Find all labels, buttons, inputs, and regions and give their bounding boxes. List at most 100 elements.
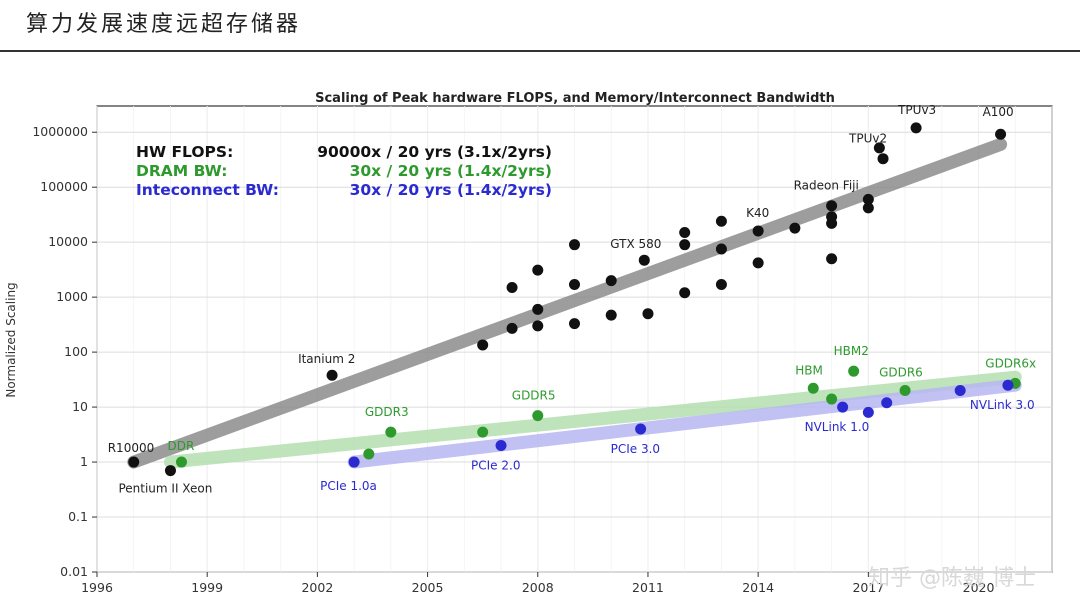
x-tick-label: 1996 [81,580,113,595]
scaling-chart: R10000 Pentium II Xeon Itanium 2 GTX 580 K40… [4,91,1053,595]
axes: 1996 1999 2002 2005 2008 2011 2014 2017 2020 0.01… [32,124,994,595]
flops-point [826,200,838,212]
flops-point [532,303,544,315]
interconnect-bw-point [954,385,966,397]
legend-value: 30x / 20 yrs (1.4x/2yrs) [350,181,552,199]
flops-point [873,142,885,154]
point-label: NVLink 3.0 [970,398,1035,412]
heading-divider [0,50,1080,52]
point-label: PCIe 3.0 [611,442,660,456]
flops-point [826,217,838,229]
point-label: R10000 [108,441,155,455]
x-tick-label: 2005 [412,580,444,595]
y-tick-label: 100 [64,344,88,359]
x-tick-label: 2014 [742,580,774,595]
legend-label: HW FLOPS: [136,143,233,161]
flops-point [862,202,874,214]
dram-bw-point [848,365,860,377]
x-tick-label: 1999 [191,580,223,595]
flops-point [715,278,727,290]
interconnect-bw-point [1002,379,1014,391]
dram-bw-point [899,385,911,397]
y-tick-label: 0.1 [68,509,88,524]
trend-line [347,378,1022,469]
flops-point [679,287,691,299]
point-label: PCIe 2.0 [471,459,520,473]
interconnect-bw-point [837,401,849,413]
interconnect-bw-point [495,440,507,452]
flops-point [877,153,889,165]
flops-point [569,318,580,330]
point-label: Pentium II Xeon [118,482,212,496]
point-label: HBM2 [834,344,869,358]
flops-point [638,254,650,266]
flops-point [826,253,838,265]
point-label: GDDR6x [985,356,1036,370]
legend-value: 30x / 20 yrs (1.4x/2yrs) [350,162,552,180]
point-label: K40 [746,206,769,220]
interconnect-bw-point [348,456,360,468]
flops-point [569,278,580,290]
point-label: Radeon Fiji [794,179,859,193]
flops-point [679,226,691,238]
y-tick-label: 0.01 [60,564,88,579]
flops-point [605,309,617,321]
dram-bw-point [385,426,397,438]
interconnect-bw-point [862,406,874,418]
dram-bw-point [175,456,187,468]
flops-point [506,281,518,293]
point-label: GDDR3 [365,405,409,419]
flops-point [477,339,489,351]
point-label: TPUv2 [848,132,887,146]
point-label: Itanium 2 [298,352,355,366]
flops-point [506,322,518,334]
flops-point [532,264,544,276]
trend-line [163,370,1022,469]
x-tick-label: 2017 [852,580,884,595]
y-tick-label: 100000 [40,179,88,194]
x-tick-label: 2020 [963,580,995,595]
legend-value: 90000x / 20 yrs (3.1x/2yrs) [317,143,552,161]
legend-label: Inteconnect BW: [136,181,279,199]
point-label: GTX 580 [610,237,661,251]
y-tick-label: 10000 [48,234,88,249]
dram-bw-point [477,426,489,438]
flops-point [569,239,580,251]
dram-bw-point [532,410,544,422]
flops-point [862,193,874,205]
point-label: TPUv3 [897,103,936,117]
flops-point [679,239,691,251]
flops-point [605,275,617,287]
trend-line [127,137,1008,469]
flops-point [128,456,140,468]
point-label: DDR [167,439,194,453]
dram-bw-point [826,393,838,405]
point-label: GDDR5 [512,389,556,403]
x-tick-label: 2008 [522,580,554,595]
flops-point [995,128,1007,140]
flops-point [532,320,544,332]
page-heading: 算力发展速度远超存储器 [26,12,302,37]
flops-point [164,465,176,477]
legend-label: DRAM BW: [136,162,227,180]
flops-point [789,222,801,234]
flops-point [752,225,764,237]
chart-title: Scaling of Peak hardware FLOPS, and Memo… [315,91,835,106]
dram-bw-point [363,448,375,460]
flops-point [752,257,764,269]
point-labels: R10000 Pentium II Xeon Itanium 2 GTX 580 K40… [108,103,1036,496]
y-tick-label: 10 [72,399,88,414]
flops-point [326,369,338,381]
data-points [128,122,1021,477]
legend-text: HW FLOPS: 90000x / 20 yrs (3.1x/2yrs) DRAM… [136,143,552,199]
x-tick-label: 2002 [301,580,333,595]
point-label: HBM [795,363,823,377]
interconnect-bw-point [635,423,647,435]
interconnect-bw-point [881,397,893,409]
point-label: A100 [983,105,1014,119]
flops-point [642,308,654,320]
x-tick-label: 2011 [632,580,664,595]
y-tick-label: 1 [80,454,88,469]
y-tick-label: 1000000 [32,124,88,139]
flops-point [910,122,922,134]
